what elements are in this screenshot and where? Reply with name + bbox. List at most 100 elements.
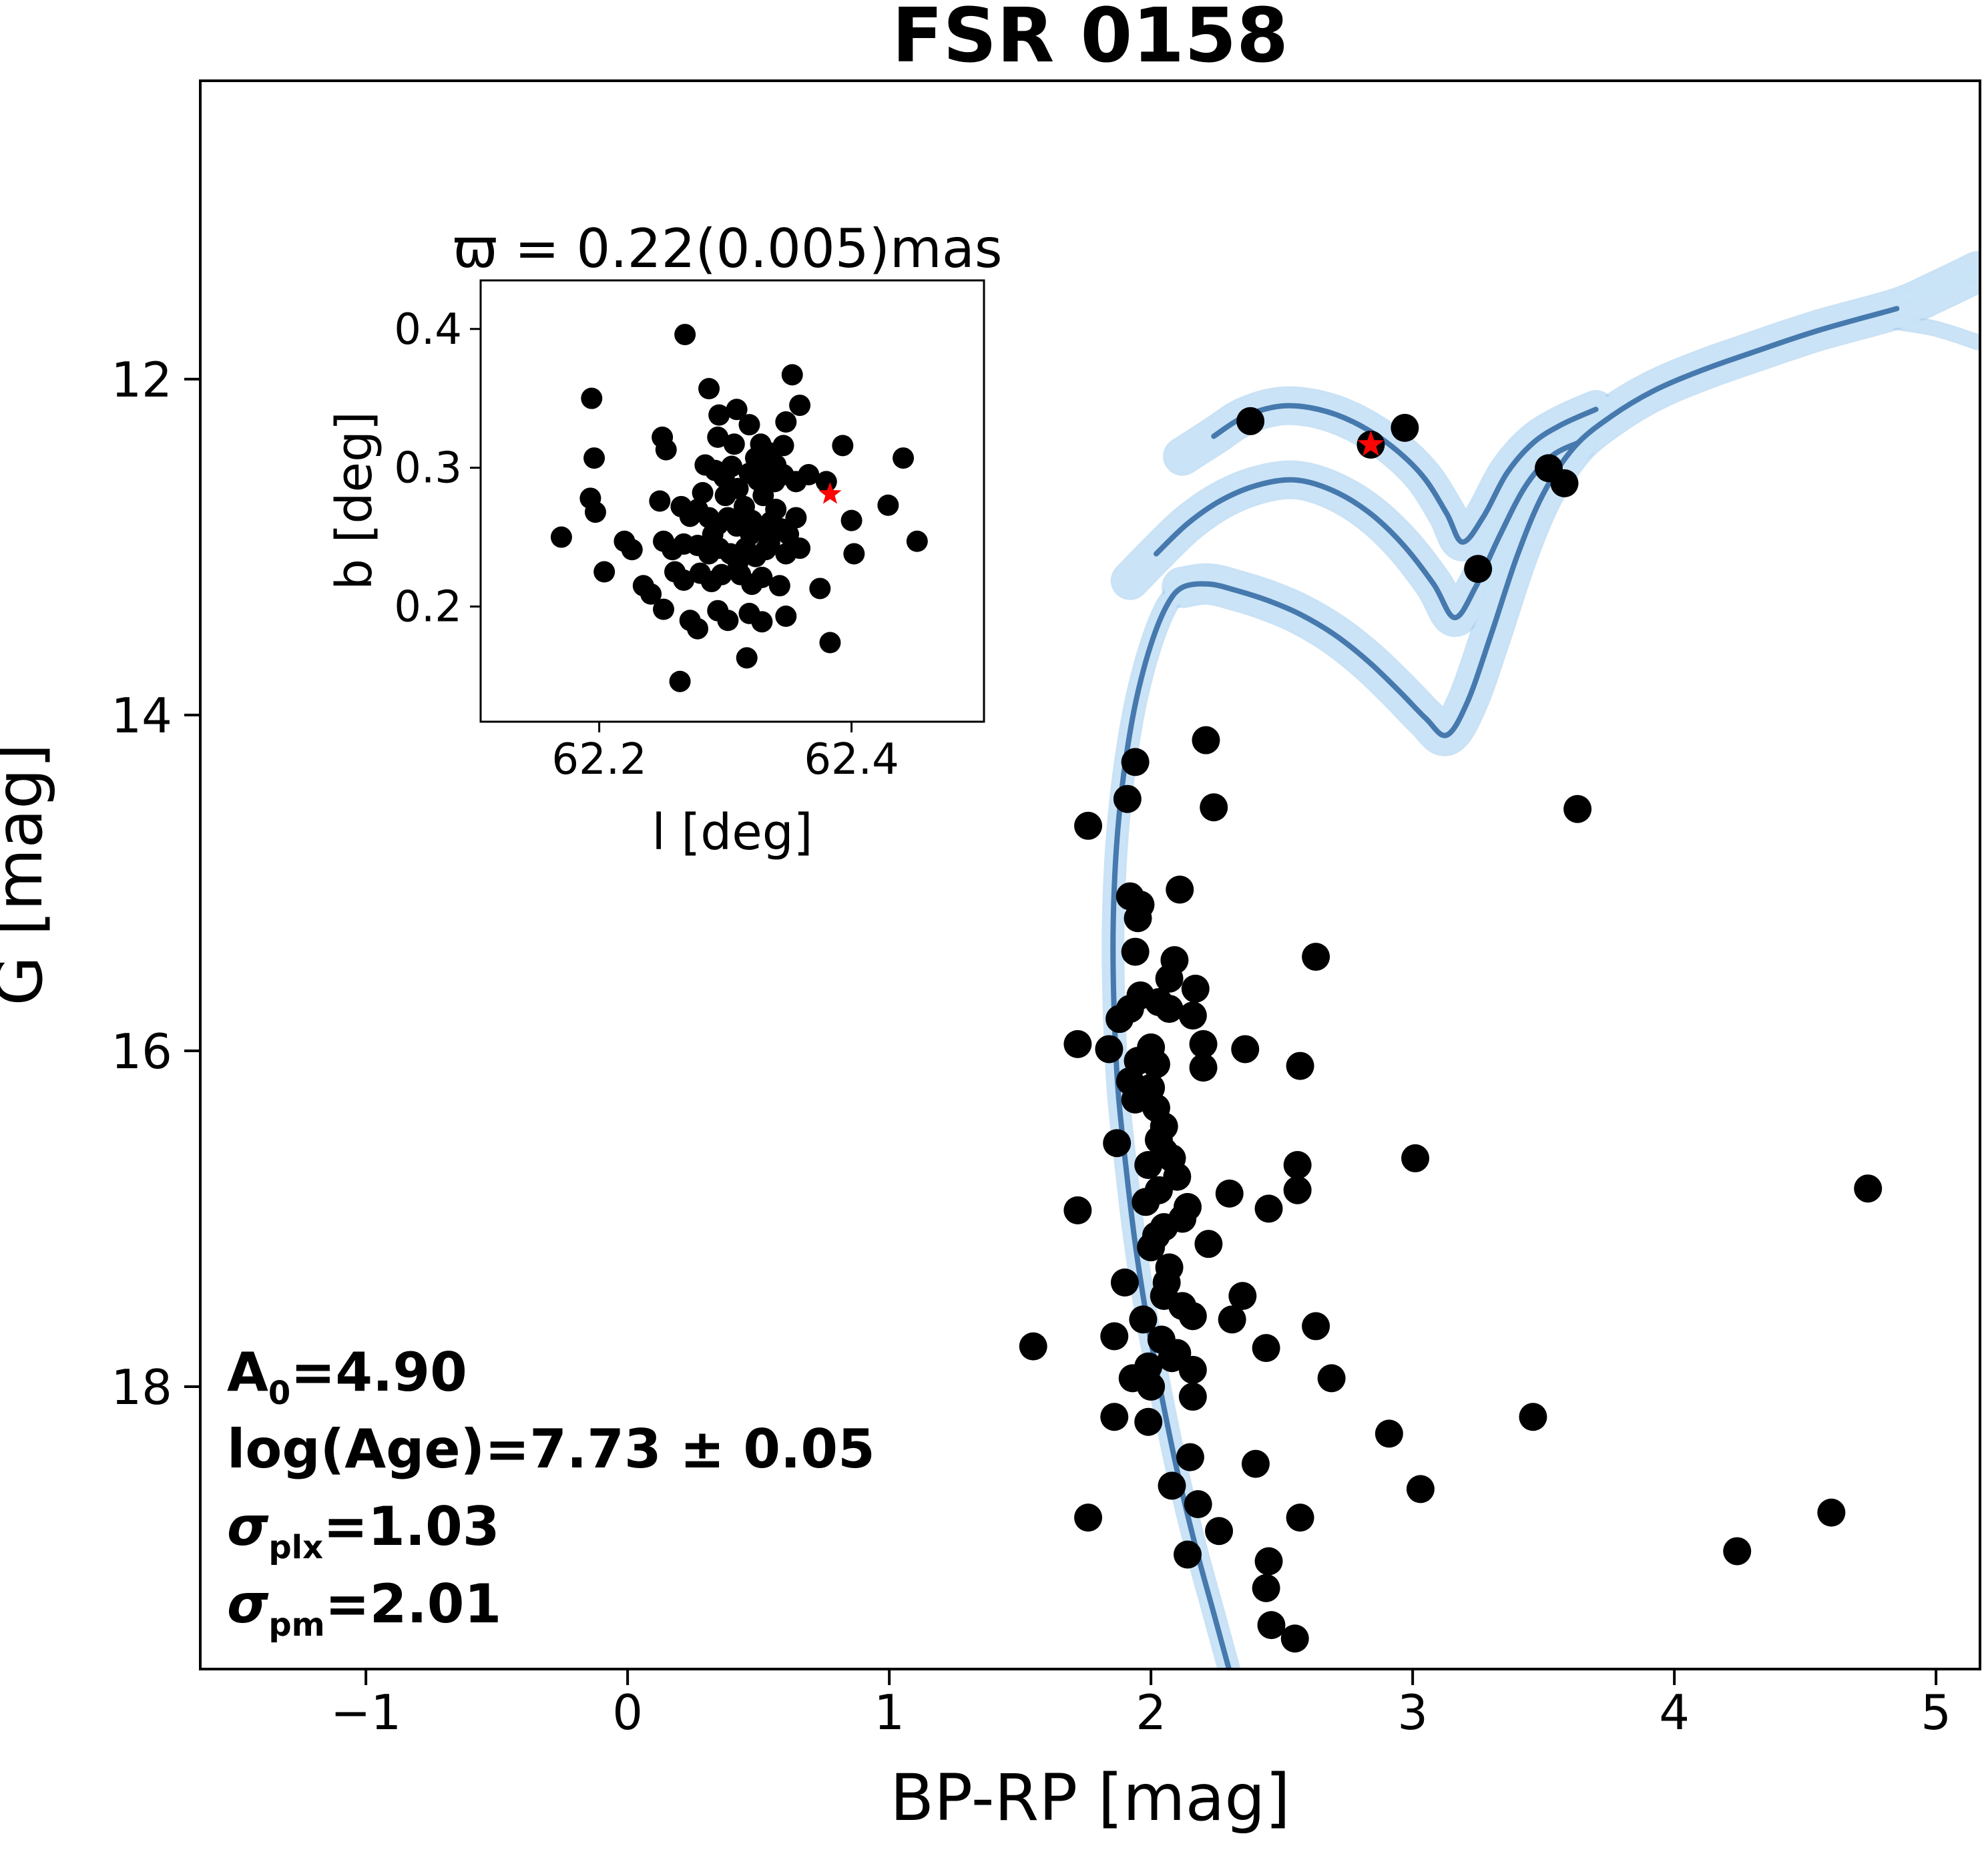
data-point (1166, 875, 1194, 904)
inset-data-point (752, 485, 774, 507)
data-point (1406, 1475, 1435, 1503)
data-point (1113, 784, 1142, 813)
inset-data-point (584, 501, 606, 523)
inset-data-point (669, 670, 691, 692)
fit-parameter-segment: σ (227, 1573, 269, 1635)
inset-data-point (893, 447, 915, 469)
data-point (1401, 1144, 1430, 1172)
data-point (1110, 1268, 1139, 1297)
data-point (1181, 974, 1210, 1003)
data-point (1563, 794, 1592, 823)
inset-x-tick-label: 62.4 (804, 735, 899, 784)
inset-data-point (798, 464, 820, 486)
data-point (1134, 1407, 1163, 1436)
inset-data-point (640, 583, 662, 605)
data-point (1150, 1137, 1178, 1166)
data-point (1228, 1282, 1257, 1311)
data-point (1074, 811, 1103, 840)
inset-data-point (723, 433, 745, 455)
inset-data-point (550, 526, 572, 548)
fit-parameter-segment: 0 (268, 1375, 290, 1412)
data-point (1550, 469, 1579, 497)
data-point (1168, 1292, 1197, 1321)
inset-data-point (765, 454, 787, 476)
inset-data-point (707, 426, 729, 448)
inset-y-axis-label: b [deg] (326, 411, 383, 590)
x-tick-label: 2 (1136, 1684, 1166, 1741)
data-point (1074, 1503, 1103, 1532)
inset-x-axis-label: l [deg] (652, 804, 812, 861)
data-point (1155, 995, 1184, 1023)
inset-data-point (649, 490, 671, 512)
data-point (1163, 1162, 1192, 1191)
main-axes-spines (199, 79, 1981, 1670)
x-tick-label: 1 (874, 1684, 905, 1741)
data-point (1124, 904, 1152, 933)
data-point (1252, 1574, 1280, 1602)
data-point (1192, 726, 1220, 754)
data-point (1817, 1498, 1846, 1527)
inset-data-point (906, 530, 928, 552)
data-point (1189, 1029, 1218, 1058)
inset-y-tick-label: 0.2 (394, 582, 462, 632)
data-point (1063, 1029, 1092, 1058)
inset-data-point (751, 566, 773, 588)
x-tick-label: −1 (330, 1684, 401, 1741)
data-point (1184, 1490, 1212, 1519)
inset-data-point (721, 455, 743, 477)
x-axis-label: BP-RP [mag] (890, 1761, 1290, 1835)
data-point (1129, 1305, 1158, 1334)
isochrone-band (1164, 253, 1980, 754)
inset-data-point (692, 482, 714, 504)
data-point (1189, 1054, 1218, 1082)
x-tick-label: 5 (1921, 1684, 1951, 1741)
fit-parameter-segment: =4.90 (290, 1341, 467, 1403)
data-point (1854, 1174, 1883, 1203)
fit-parameter-line: log(Age)=7.73 ± 0.05 (227, 1418, 875, 1480)
inset-data-point (840, 509, 862, 531)
inset-axes: 62.2 62.4 0.2 0.3 0.4 (394, 279, 985, 784)
scatter-points (1019, 407, 1883, 1653)
y-tick-label: 18 (111, 1359, 172, 1415)
inset-data-point (789, 395, 811, 417)
inset-data-point (775, 411, 797, 433)
data-point (1132, 1188, 1160, 1216)
isochrone-band (1891, 266, 1980, 304)
data-point (1280, 1624, 1309, 1653)
inset-title: ϖ = 0.22(0.005)mas (453, 218, 1002, 280)
inset-data-point (877, 494, 899, 516)
inset-data-point (710, 563, 732, 586)
inset-data-point (778, 523, 800, 545)
inset-data-point (581, 387, 603, 409)
data-point (1194, 1230, 1223, 1258)
fit-parameter-segment: A (227, 1341, 268, 1403)
data-point (1158, 1471, 1186, 1500)
data-point (1100, 1322, 1129, 1351)
fit-parameter-segment: σ (227, 1495, 269, 1558)
inset-y-tick-label: 0.4 (394, 305, 462, 355)
inset-data-point (717, 610, 739, 632)
inset-data-point (655, 439, 677, 461)
inset-data-point (673, 569, 695, 591)
data-point (1464, 555, 1493, 584)
data-point (1168, 1204, 1197, 1233)
data-point (1252, 1334, 1280, 1363)
data-point (1095, 1035, 1124, 1064)
inset-data-point (751, 611, 773, 633)
data-point (1231, 1035, 1260, 1064)
data-point (1200, 793, 1228, 822)
data-point (1178, 1001, 1207, 1030)
inset-data-point (674, 324, 696, 346)
inset-data-point (740, 523, 762, 545)
inset-data-point (583, 447, 605, 469)
inset-data-point (819, 632, 841, 654)
data-point (1283, 1176, 1312, 1204)
inset-data-point (687, 618, 709, 640)
inset-data-point (781, 364, 803, 386)
data-point (1121, 748, 1150, 776)
inset-data-point (815, 471, 837, 493)
data-point (1163, 1339, 1192, 1367)
